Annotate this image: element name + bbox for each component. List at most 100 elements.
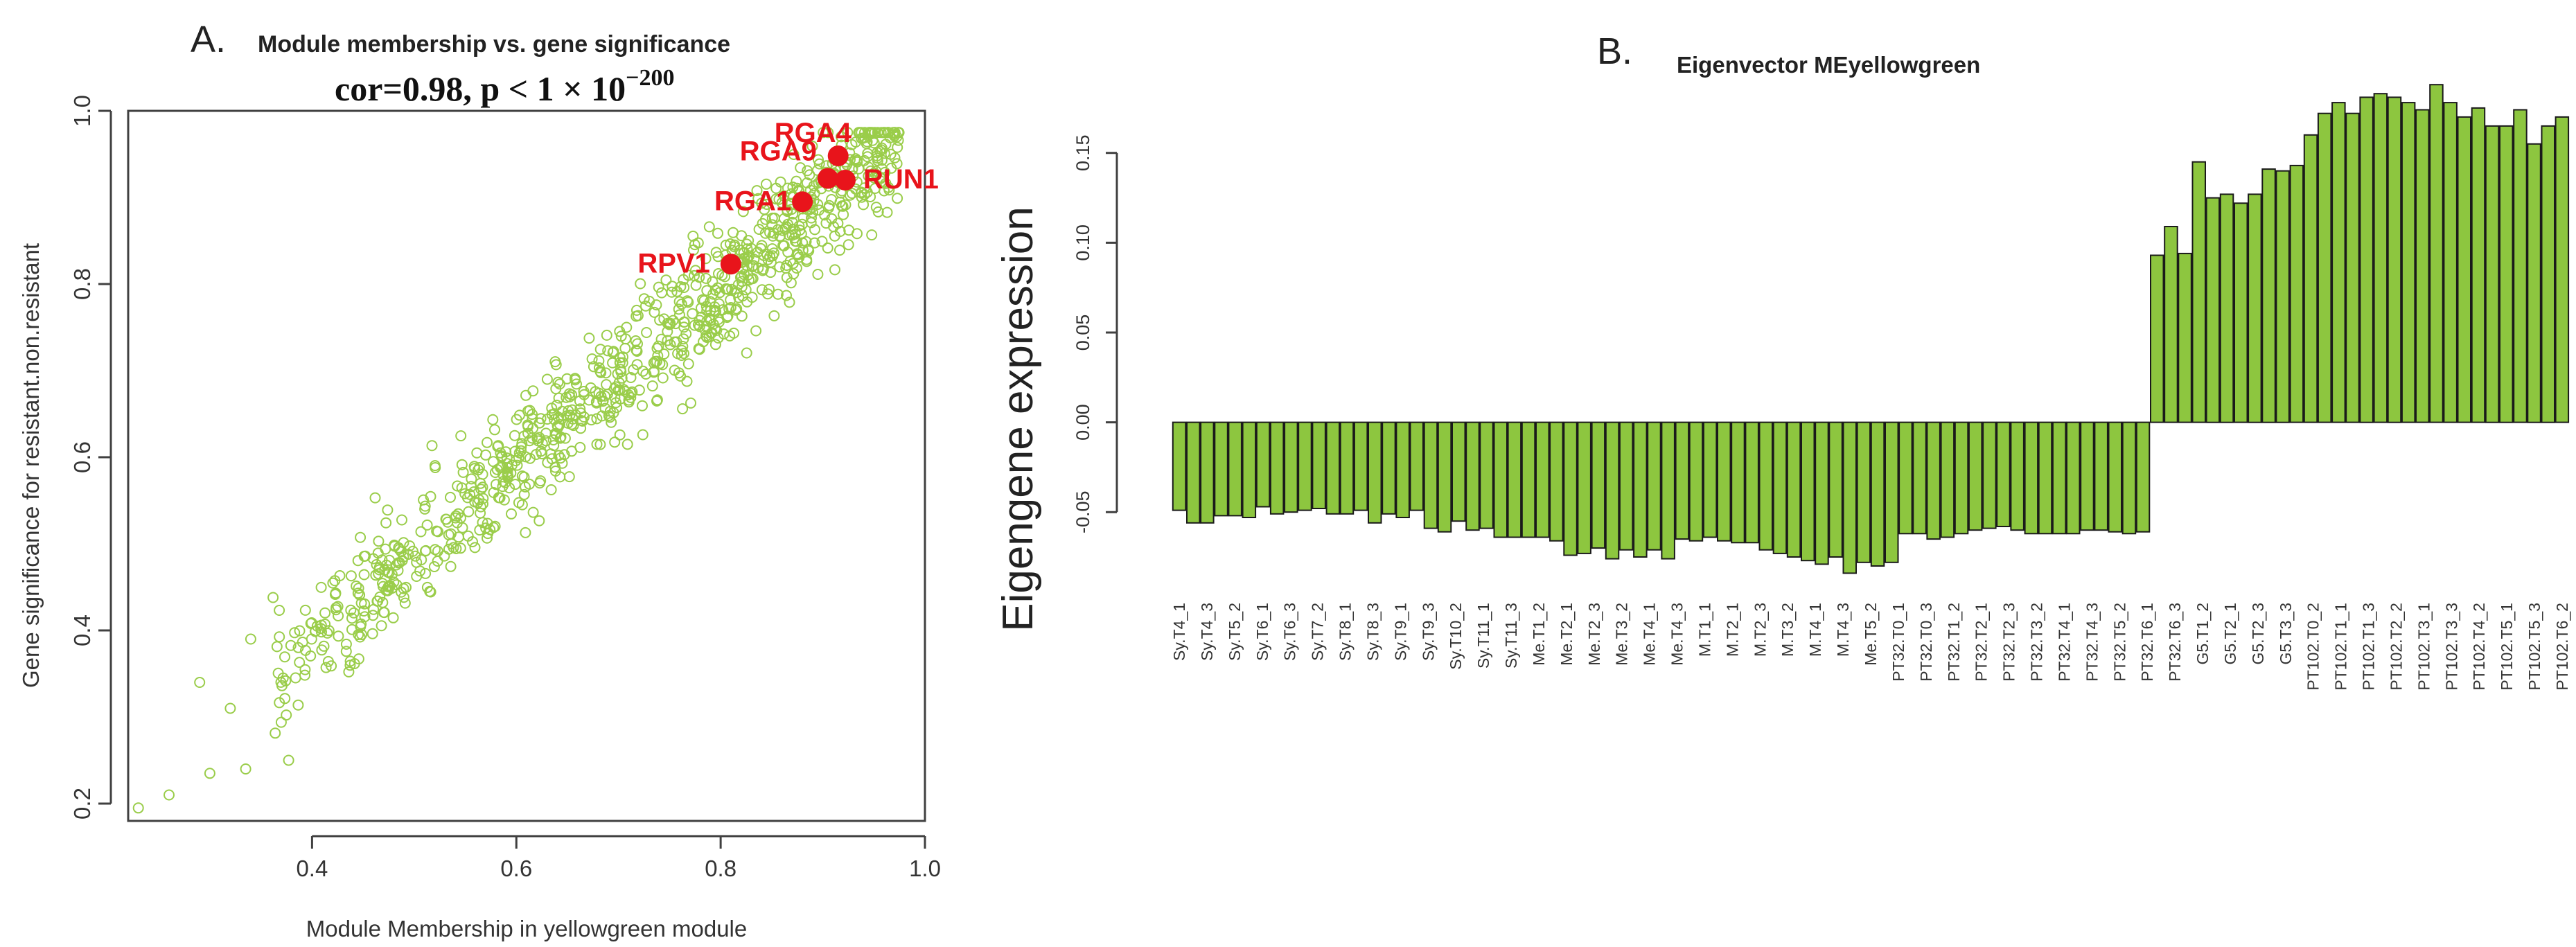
scatter-point	[784, 297, 795, 308]
scatter-point	[653, 340, 664, 352]
scatter-point	[424, 585, 436, 597]
scatter-point	[515, 441, 527, 453]
scatter-point	[885, 162, 897, 174]
scatter-point	[283, 754, 294, 766]
scatter-point	[574, 395, 585, 407]
scatter-point	[870, 183, 881, 194]
bar-x-tick-label: PT32.T5_2	[2110, 603, 2128, 682]
scatter-point	[552, 376, 564, 388]
scatter-point	[271, 641, 283, 653]
scatter-point	[516, 499, 528, 511]
scatter-point	[772, 288, 784, 300]
bar-x-tick-label: PT102.T6_2	[2553, 603, 2571, 691]
highlighted-gene-label: RGA9	[740, 136, 817, 167]
scatter-point	[425, 490, 436, 502]
scatter-point	[431, 525, 443, 537]
scatter-point	[681, 375, 693, 387]
highlighted-gene-point	[817, 168, 838, 189]
bar	[1745, 421, 1759, 544]
scatter-point	[456, 459, 468, 470]
bar	[1452, 421, 1466, 522]
scatter-point	[522, 421, 534, 432]
scatter-point	[398, 592, 409, 603]
bar	[1870, 421, 1885, 567]
scatter-point	[533, 515, 545, 526]
scatter-point	[546, 409, 558, 421]
bar-y-axis-label: Eigengene expression	[994, 206, 1042, 632]
scatter-point	[794, 224, 806, 236]
scatter-point	[774, 231, 786, 242]
bar	[2471, 107, 2486, 423]
scatter-point	[272, 667, 284, 679]
scatter-point	[389, 539, 400, 551]
bar	[2135, 421, 2151, 533]
x-tick-label: 0.6	[500, 856, 532, 881]
scatter-point	[299, 604, 311, 616]
scatter-point	[654, 315, 666, 326]
bar	[1465, 421, 1480, 531]
scatter-point	[809, 188, 820, 200]
bar	[1521, 421, 1536, 538]
scatter-point	[875, 127, 887, 139]
scatter-point	[477, 517, 488, 529]
bar	[1228, 421, 1242, 517]
bar	[2052, 421, 2067, 535]
scatter-point	[619, 386, 631, 397]
bar	[1926, 421, 1941, 540]
scatter-point	[610, 397, 621, 409]
scatter-point	[837, 200, 849, 212]
scatter-point	[662, 326, 673, 337]
bar-y-axis: -0.05 0.00 0.05 0.10 0.15	[1073, 134, 1118, 533]
bar	[2094, 421, 2108, 531]
scatter-point	[356, 629, 367, 640]
scatter-point	[353, 653, 364, 665]
bar	[2485, 125, 2500, 423]
bar-x-tick-label: Me.T4_1	[1641, 603, 1659, 666]
bar	[2289, 164, 2304, 423]
scatter-point	[694, 272, 705, 283]
scatter-point	[651, 355, 662, 367]
scatter-point	[545, 484, 557, 495]
scatter-point	[368, 603, 380, 615]
scatter-point	[696, 311, 707, 323]
bar	[1214, 421, 1228, 517]
scatter-point	[590, 386, 601, 398]
scatter-point	[676, 344, 687, 356]
scatter-point	[403, 549, 414, 560]
scatter-point	[346, 612, 358, 624]
scatter-point	[609, 436, 621, 448]
bar	[2527, 143, 2541, 423]
scatter-point	[294, 657, 306, 669]
bar-x-tick-label: Sy.T6_3	[1281, 603, 1299, 661]
scatter-point	[673, 296, 685, 308]
bar-x-tick-label: PT102.T3_3	[2442, 603, 2460, 691]
scatter-point	[416, 554, 427, 565]
scatter-point	[599, 402, 611, 414]
scatter-point	[722, 283, 734, 295]
scatter-point	[797, 212, 809, 224]
scatter-point	[411, 571, 423, 582]
bar	[1968, 421, 1983, 531]
scatter-point	[429, 460, 441, 472]
bar	[2164, 226, 2178, 423]
scatter-point	[340, 646, 352, 657]
scatter-point	[701, 285, 713, 297]
scatter-point	[743, 235, 755, 247]
scatter-point	[816, 236, 828, 247]
scatter-point	[467, 536, 478, 547]
scatter-point	[452, 508, 464, 520]
scatter-point	[868, 172, 880, 184]
scatter-point	[420, 567, 432, 579]
bar	[2248, 193, 2262, 423]
scatter-point	[711, 324, 723, 336]
bar	[2541, 125, 2555, 423]
scatter-point	[487, 414, 499, 425]
scatter-point	[524, 452, 536, 464]
y-tick-label: 1.0	[69, 95, 95, 127]
scatter-point	[644, 295, 655, 307]
scatter-point	[346, 623, 358, 635]
scatter-point	[563, 471, 575, 483]
bar	[1982, 421, 1997, 529]
y-tick-label: 0.6	[69, 441, 95, 473]
y-tick-label: 0.8	[69, 268, 95, 300]
